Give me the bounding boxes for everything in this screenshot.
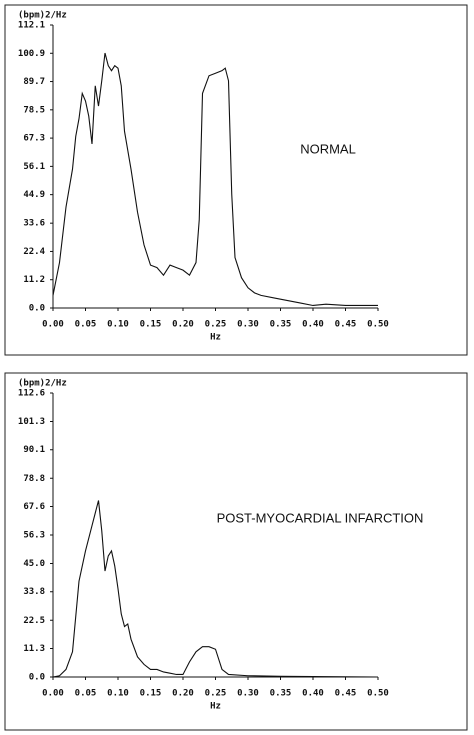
y-tick-label: 89.7 [23,77,45,87]
x-tick-label: 0.15 [140,689,162,699]
annotation: POST-MYOCARDIAL INFARCTION [217,510,424,525]
x-tick-label: 0.05 [75,320,97,330]
y-tick-label: 112.1 [18,21,45,31]
x-tick-label: 0.00 [42,320,64,330]
x-tick-label: 0.40 [302,689,324,699]
y-tick-label: 33.8 [23,587,45,597]
x-tick-label: 0.45 [335,320,357,330]
y-tick-label: 33.6 [23,219,45,229]
y-tick-label: 11.2 [23,275,45,285]
annotation: NORMAL [300,141,356,156]
x-tick-label: 0.25 [205,689,227,699]
y-tick-label: 22.4 [23,247,45,257]
y-axis-label: (bpm)2/Hz [18,379,67,389]
data-line [52,52,378,307]
x-tick-label: 0.50 [367,689,389,699]
y-tick-label: 78.8 [23,474,45,484]
x-tick-label: 0.10 [107,689,129,699]
x-tick-label: 0.50 [367,320,389,330]
x-tick-label: 0.40 [302,320,324,330]
y-tick-label: 56.1 [23,162,45,172]
y-tick-label: 100.9 [18,49,45,59]
x-axis-label: Hz [210,333,221,343]
y-tick-label: 0.0 [29,673,45,683]
y-tick-label: 44.9 [23,190,45,200]
x-tick-label: 0.20 [172,689,194,699]
y-tick-label: 78.5 [23,105,45,115]
y-tick-label: 67.3 [23,134,45,144]
x-tick-label: 0.15 [140,320,162,330]
y-tick-label: 101.3 [18,417,45,427]
y-tick-label: 11.3 [23,644,45,654]
y-tick-label: 67.6 [23,502,45,512]
x-tick-label: 0.25 [205,320,227,330]
y-tick-label: 56.3 [23,531,45,541]
x-tick-label: 0.00 [42,689,64,699]
y-axis-label: (bpm)2/Hz [18,11,67,21]
x-tick-label: 0.35 [270,689,292,699]
data-line [52,500,379,678]
panel-frame [4,4,468,356]
x-tick-label: 0.35 [270,320,292,330]
x-tick-label: 0.30 [237,689,259,699]
x-tick-label: 0.45 [335,689,357,699]
y-tick-label: 0.0 [29,304,45,314]
x-tick-label: 0.20 [172,320,194,330]
y-tick-label: 112.6 [18,389,45,399]
panel-frame [4,372,468,731]
x-tick-label: 0.30 [237,320,259,330]
y-tick-label: 22.5 [23,616,45,626]
y-tick-label: 90.1 [23,445,45,455]
x-axis-label: Hz [210,702,221,712]
x-tick-label: 0.05 [75,689,97,699]
y-tick-label: 45.0 [23,559,45,569]
x-tick-label: 0.10 [107,320,129,330]
